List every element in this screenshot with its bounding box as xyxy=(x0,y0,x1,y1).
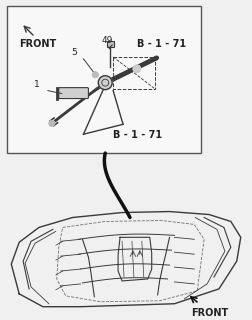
Text: FRONT: FRONT xyxy=(191,308,229,318)
Bar xyxy=(7,6,201,153)
Text: B - 1 - 71: B - 1 - 71 xyxy=(137,39,186,49)
Text: FRONT: FRONT xyxy=(19,39,56,49)
Text: 1: 1 xyxy=(34,80,40,89)
Circle shape xyxy=(98,76,112,90)
Bar xyxy=(107,41,114,47)
Text: 49: 49 xyxy=(101,36,113,45)
FancyBboxPatch shape xyxy=(59,88,88,99)
Text: B - 1 - 71: B - 1 - 71 xyxy=(113,130,162,140)
Circle shape xyxy=(133,65,141,73)
Circle shape xyxy=(49,120,55,126)
Text: 5: 5 xyxy=(72,48,77,57)
Circle shape xyxy=(92,72,98,78)
Bar xyxy=(113,57,155,89)
